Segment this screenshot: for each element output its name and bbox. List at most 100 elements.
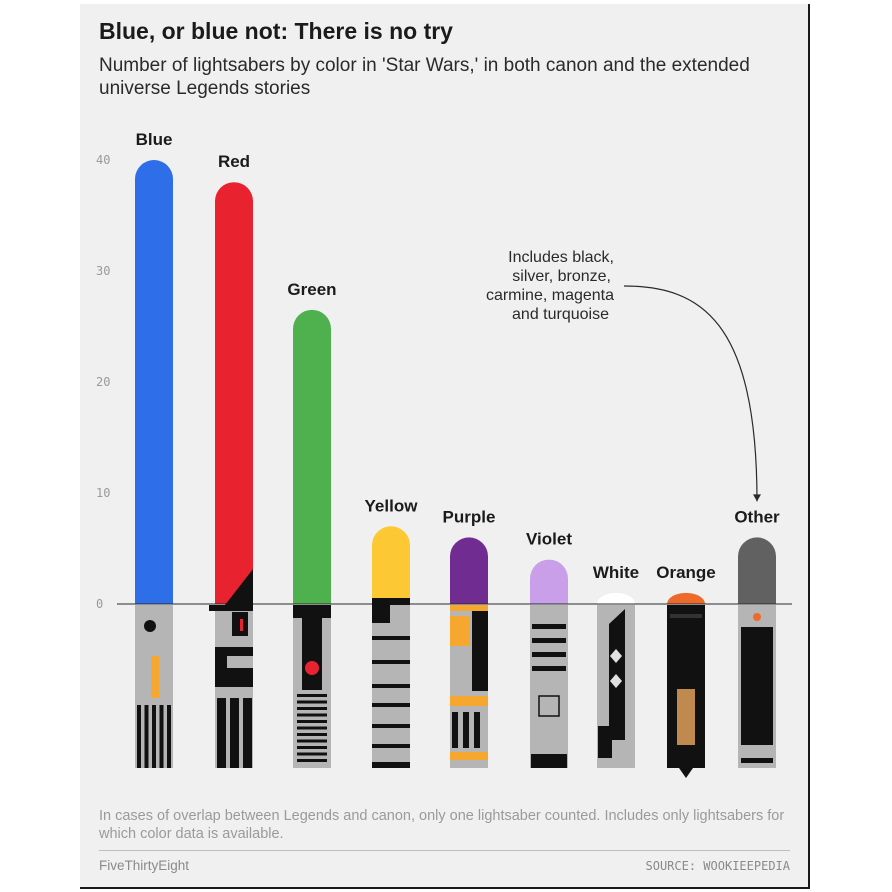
hilt-part [217, 698, 226, 768]
blade-violet [530, 559, 568, 604]
hilt-part [297, 746, 327, 749]
hilt-part [240, 619, 243, 631]
bar-label-green: Green [287, 280, 336, 299]
hilt-part [167, 705, 171, 768]
footnote: In cases of overlap between Legends and … [99, 808, 785, 842]
hilt-part [598, 726, 612, 758]
y-tick-label: 0 [96, 597, 103, 611]
hilt-part [144, 620, 156, 632]
hilt-part [463, 712, 469, 748]
hilt-part [372, 605, 390, 623]
blade-yellow [372, 526, 410, 604]
hilt-part [372, 703, 410, 707]
hilt-part [297, 733, 327, 736]
annotation-line: Includes black, [508, 249, 614, 266]
hilt-part [532, 666, 566, 671]
bar-label-white: White [593, 563, 639, 582]
hilt-part [538, 695, 560, 717]
hilt-part [679, 768, 693, 778]
hilt-part [372, 636, 410, 640]
blade-red [215, 182, 253, 604]
annotation-line: silver, bronze, [512, 268, 611, 285]
bar-label-blue: Blue [136, 130, 173, 149]
hilt-violet [530, 605, 568, 768]
hilt-part [209, 605, 253, 611]
blade-blue [135, 160, 173, 604]
brand-credit: FiveThirtyEight [99, 858, 190, 873]
blade-other [738, 537, 776, 604]
hilt-part [297, 752, 327, 756]
hilt-part [450, 616, 470, 646]
hilt-part [372, 660, 410, 664]
arrow-head [753, 494, 761, 502]
hilt-part [472, 611, 488, 691]
hilt-part [474, 712, 480, 748]
hilt-part [297, 726, 327, 730]
hilt-part [144, 705, 149, 768]
hilt-part [372, 744, 410, 748]
hilt-part [297, 739, 327, 743]
hilt-part [297, 694, 327, 697]
hilt-part [230, 698, 239, 768]
hilt-part [152, 705, 156, 768]
hilt-part [372, 684, 410, 688]
bar-label-purple: Purple [443, 507, 496, 526]
hilt-part [305, 661, 319, 675]
hilt-part [741, 627, 773, 745]
hilt-part [753, 613, 761, 621]
annotation-arrow [623, 285, 758, 502]
chart-title: Blue, or blue not: There is no try [99, 18, 453, 44]
hilt-part [532, 624, 566, 629]
hilt-part [297, 707, 327, 710]
hilt-part [372, 724, 410, 728]
hilt-part [227, 656, 253, 668]
hilt-part [452, 712, 458, 748]
y-axis-ticks: 0 10 20 30 40 [96, 153, 110, 611]
hilt-part [297, 720, 327, 723]
hilt-part [159, 705, 164, 768]
bar-label-orange: Orange [656, 563, 716, 582]
bar-label-yellow: Yellow [365, 496, 419, 515]
hilt-part [302, 618, 322, 690]
hilt-part [532, 638, 566, 643]
hilt-part [670, 614, 702, 618]
blade-purple [450, 537, 488, 604]
hilt-part [297, 713, 327, 717]
hilt-part [297, 759, 327, 762]
hilt-part [610, 674, 622, 688]
hilt-part [450, 696, 488, 706]
bar-label-red: Red [218, 152, 250, 171]
bar-label-other: Other [734, 507, 780, 526]
hilt-part [372, 763, 410, 768]
hilt-part [531, 754, 567, 768]
chart-subtitle: Number of lightsabers by color in 'Star … [99, 55, 750, 99]
blade-orange [667, 592, 705, 604]
hilt-part [215, 569, 253, 605]
bar-labels: Blue Red Green Yellow Purple Violet White Orang… [136, 130, 780, 582]
hilt-part [297, 700, 327, 704]
hilt-part [372, 598, 410, 605]
hilt-part [677, 689, 695, 745]
hilt-part [450, 605, 488, 611]
hilt-part [609, 609, 625, 740]
y-tick-label: 10 [96, 486, 110, 500]
bar-label-violet: Violet [526, 530, 572, 549]
hilt-part [137, 705, 141, 768]
hilt-part [243, 698, 252, 768]
hilt-part [293, 605, 331, 618]
hilt-part [610, 649, 622, 663]
hilt-part [741, 758, 773, 763]
y-tick-label: 30 [96, 264, 110, 278]
y-tick-label: 20 [96, 375, 110, 389]
blade-white [597, 592, 635, 604]
blades [135, 160, 776, 604]
hilt-part [450, 752, 488, 760]
y-tick-label: 40 [96, 153, 110, 167]
annotation-line: carmine, magenta [486, 287, 614, 304]
hilts [135, 569, 776, 778]
hilt-part [151, 656, 159, 698]
source-credit: SOURCE: WOOKIEEPEDIA [645, 859, 791, 873]
footer-rule [99, 850, 790, 851]
blade-green [293, 309, 331, 604]
